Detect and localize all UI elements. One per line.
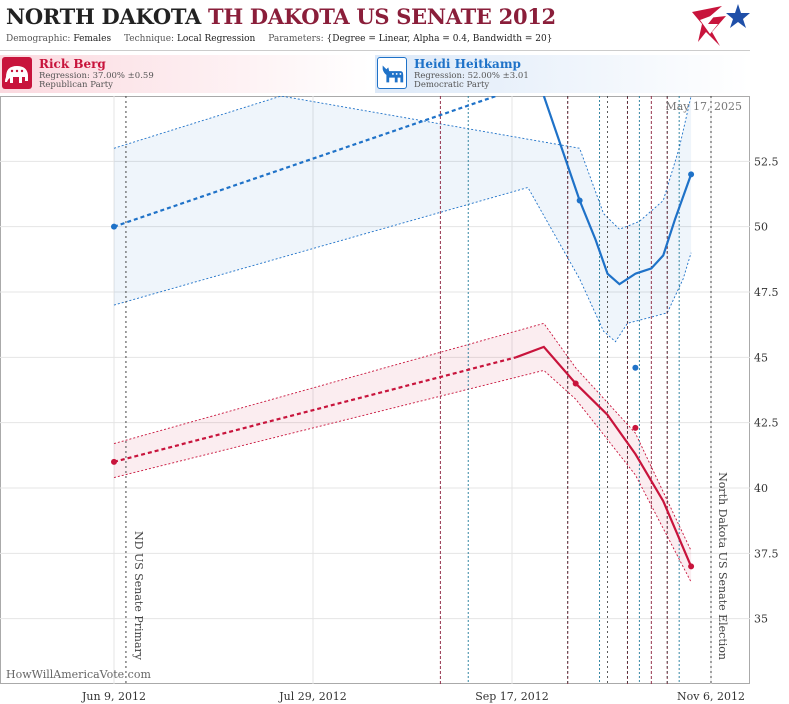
date-label: May 17, 2025: [665, 100, 742, 113]
technique-label: Technique:: [124, 34, 175, 44]
dashed-trend-dem: [113, 96, 497, 228]
event-label: ND US Senate Primary: [132, 531, 145, 661]
confidence-band-dem: [114, 96, 692, 342]
solid-trend-rep: [515, 345, 693, 567]
data-point-rep: [572, 380, 579, 387]
event-lines: ND US Senate Primary North Dakota US Sena…: [125, 96, 729, 684]
dashed-trend-rep: [113, 356, 517, 463]
solid-trend-dem: [542, 96, 693, 286]
x-tick-label: Jul 29, 2012: [278, 690, 347, 703]
band-upper-dem: [113, 96, 692, 230]
site-logo-icon[interactable]: [686, 2, 750, 48]
candidate-card-rep: Rick Berg Regression: 37.00% ±0.59 Repub…: [0, 55, 370, 93]
data-points: [111, 171, 695, 570]
donkey-icon: [377, 57, 407, 89]
confidence-band-rep: [114, 323, 692, 583]
band-lower-dem: [113, 186, 692, 343]
confidence-bands: [113, 96, 692, 583]
trend-lines: [113, 96, 693, 567]
y-tick-label: 35: [754, 613, 768, 626]
poll-date-lines: [439, 96, 680, 684]
elephant-icon: [2, 57, 32, 89]
page-title: NORTH DAKOTA TH DAKOTA US SENATE 2012: [6, 4, 556, 29]
data-point-dem: [576, 197, 583, 204]
candidate-card-dem: Heidi Heitkamp Regression: 52.00% ±3.01 …: [375, 55, 750, 93]
data-point-dem: [632, 364, 639, 371]
y-tick-label: 42.5: [754, 417, 779, 430]
band-upper-rep: [113, 322, 692, 551]
x-tick-label: Jun 9, 2012: [81, 690, 146, 703]
technique-value: Local Regression: [176, 34, 256, 44]
watermark: HowWillAmericaVote.com: [6, 668, 151, 681]
data-point-rep: [632, 424, 639, 431]
y-tick-label: 40: [754, 482, 768, 495]
title-race: TH DAKOTA US SENATE 2012: [208, 4, 556, 29]
y-tick-label: 37.5: [754, 547, 779, 560]
x-tick-label: Sep 17, 2012: [475, 690, 549, 703]
x-tick-label: Nov 6, 2012: [677, 690, 745, 703]
y-tick-label: 50: [754, 221, 768, 234]
candidate-party-dem: Democratic Party: [414, 80, 490, 90]
title-state: NORTH DAKOTA: [6, 4, 202, 29]
y-tick-label: 52.5: [754, 155, 779, 168]
y-tick-label: 47.5: [754, 286, 779, 299]
parameters-line: Demographic: Females Technique: Local Re…: [6, 34, 562, 44]
regression-chart: ND US Senate Primary North Dakota US Sena…: [0, 96, 779, 703]
axis-labels: 35 37.5 40 42.5 45 47.5 50 52.5 Jun 9, 2012 Jul 2…: [6, 100, 779, 703]
band-lower-rep: [113, 369, 692, 583]
data-point-dem: [111, 223, 117, 230]
parameters-label: Parameters:: [268, 34, 324, 44]
data-point-rep: [111, 458, 117, 465]
candidate-name-dem: Heidi Heitkamp: [414, 57, 521, 71]
parameters-value: {Degree = Linear, Alpha = 0.4, Bandwidth…: [326, 34, 553, 44]
y-tick-label: 45: [754, 351, 768, 364]
plot-frame: [0, 96, 750, 684]
demographic-value: Females: [73, 34, 112, 44]
candidate-regression-dem: Regression: 52.00% ±3.01: [414, 71, 529, 81]
header: NORTH DAKOTA TH DAKOTA US SENATE 2012 De…: [0, 0, 750, 51]
event-label: North Dakota US Senate Election: [716, 472, 729, 660]
candidate-name-rep: Rick Berg: [39, 57, 106, 71]
data-point-rep: [688, 563, 695, 570]
data-point-dem: [688, 171, 695, 178]
demographic-label: Demographic:: [6, 34, 71, 44]
candidate-regression-rep: Regression: 37.00% ±0.59: [39, 71, 154, 81]
candidate-party-rep: Republican Party: [39, 80, 113, 90]
